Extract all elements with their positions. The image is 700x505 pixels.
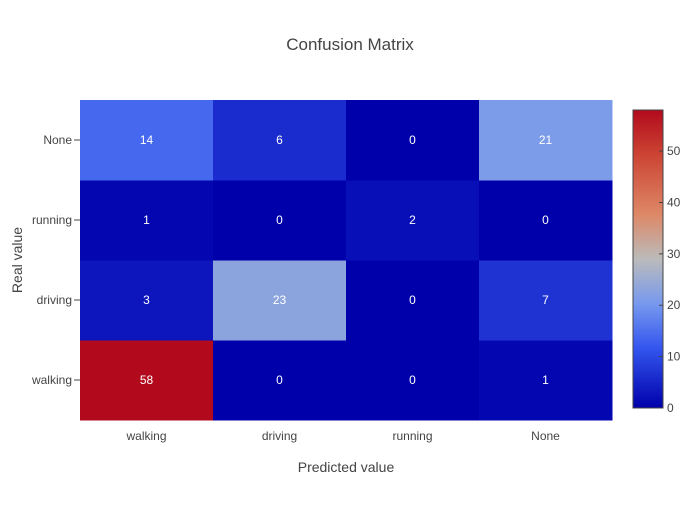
y-tick-label: None — [43, 133, 72, 147]
heatmap-cell-None-driving — [213, 100, 347, 181]
cell-value-label: 21 — [539, 133, 553, 147]
cell-value-label: 1 — [542, 373, 549, 387]
cell-value-label: 0 — [409, 133, 416, 147]
heatmap-cells — [80, 100, 613, 421]
cell-value-label: 3 — [143, 293, 150, 307]
x-tick-label: walking — [125, 429, 166, 443]
heatmap-cell-None-running — [346, 100, 480, 181]
heatmap-cell-driving-None — [479, 260, 613, 341]
y-axis-title: Real value — [9, 227, 25, 293]
cell-value-label: 23 — [273, 293, 287, 307]
chart-title: Confusion Matrix — [286, 35, 414, 54]
cell-value-label: 0 — [409, 373, 416, 387]
cell-value-label: 2 — [409, 213, 416, 227]
y-tick-label: walking — [31, 373, 72, 387]
colorbar-tick-label: 10 — [667, 350, 681, 364]
colorbar-tick-label: 20 — [667, 298, 681, 312]
heatmap-cell-running-walking — [80, 180, 214, 261]
heatmap-cell-walking-running — [346, 340, 480, 421]
y-tick-label: running — [32, 213, 72, 227]
heatmap-cell-labels: 58 0 0 1 3 23 0 7 1 0 2 0 14 6 0 21 — [140, 133, 553, 387]
heatmap-cell-running-running — [346, 180, 480, 261]
heatmap-cell-running-None — [479, 180, 613, 261]
colorbar-tick-label: 50 — [667, 144, 681, 158]
cell-value-label: 0 — [409, 293, 416, 307]
cell-value-label: 6 — [276, 133, 283, 147]
y-tick-label: driving — [37, 293, 72, 307]
x-axis-title: Predicted value — [298, 459, 395, 475]
heatmap-cell-walking-driving — [213, 340, 347, 421]
colorbar-tick-label: 30 — [667, 247, 681, 261]
colorbar — [632, 109, 664, 409]
cell-value-label: 0 — [276, 213, 283, 227]
x-tick-label: None — [531, 429, 560, 443]
colorbar-tick-label: 0 — [667, 401, 674, 415]
colorbar-tick-label: 40 — [667, 195, 681, 209]
cell-value-label: 0 — [542, 213, 549, 227]
cell-value-label: 1 — [143, 213, 150, 227]
heatmap-cell-driving-running — [346, 260, 480, 341]
colorbar-ticks: 0 10 20 30 40 50 — [659, 144, 681, 415]
heatmap-cell-walking-None — [479, 340, 613, 421]
heatmap-cell-driving-walking — [80, 260, 214, 341]
cell-value-label: 7 — [542, 293, 549, 307]
x-tick-label: running — [392, 429, 432, 443]
y-axis-ticks: walking driving running None — [31, 133, 80, 387]
cell-value-label: 14 — [140, 133, 154, 147]
x-axis-ticks: walking driving running None — [125, 429, 560, 443]
heatmap-cell-driving-driving — [213, 260, 347, 341]
heatmap-cell-None-walking — [80, 100, 214, 181]
cell-value-label: 58 — [140, 373, 154, 387]
x-tick-label: driving — [262, 429, 297, 443]
heatmap-cell-running-driving — [213, 180, 347, 261]
heatmap-cell-walking-walking — [80, 340, 214, 421]
heatmap-cell-None-None — [479, 100, 613, 181]
cell-value-label: 0 — [276, 373, 283, 387]
